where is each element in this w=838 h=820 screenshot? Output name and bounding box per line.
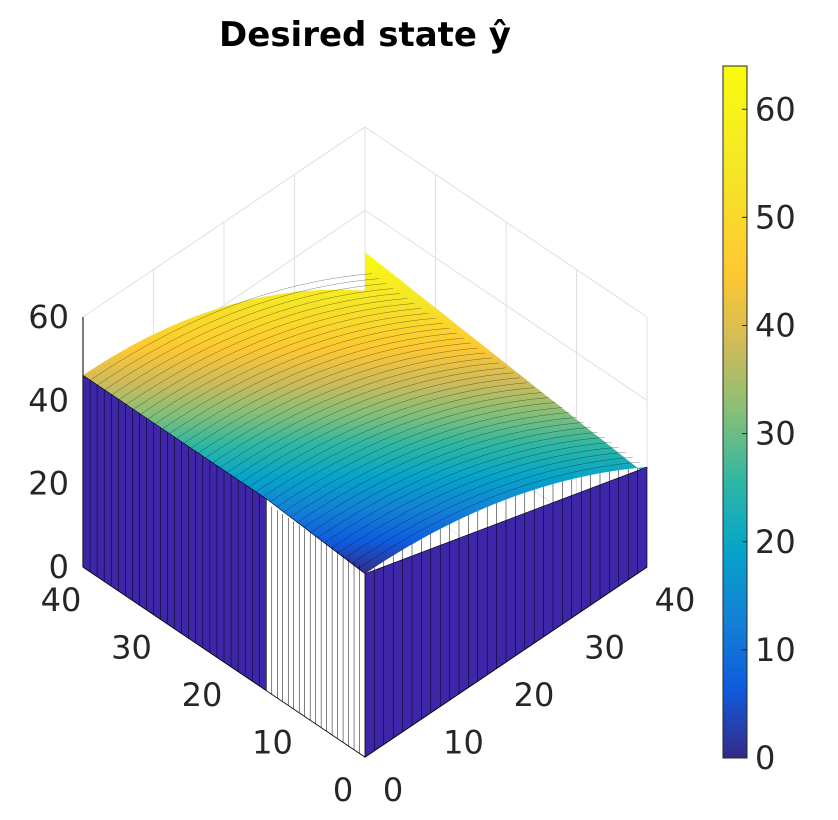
z-tick-label: 40 — [28, 381, 69, 419]
mesh-line — [287, 412, 570, 520]
mesh-line — [238, 377, 521, 485]
z-tick-label: 20 — [28, 465, 69, 503]
mesh-line — [308, 427, 591, 535]
mesh-line — [294, 417, 577, 525]
colorbar-tick-label: 0 — [755, 739, 775, 777]
mesh-line — [301, 422, 584, 530]
mesh-line — [202, 352, 485, 460]
y-tick-label: 30 — [111, 629, 152, 667]
surface-top — [83, 252, 647, 574]
y-tick-label: 0 — [333, 771, 353, 809]
x-tick-label: 20 — [514, 676, 555, 714]
mesh-line — [195, 347, 478, 455]
y-tick-label: 40 — [41, 581, 82, 619]
mesh-line — [322, 437, 605, 545]
mesh-line — [125, 298, 408, 406]
x-tick-label: 10 — [443, 724, 484, 762]
mesh-line — [252, 387, 535, 495]
colorbar-tick-label: 30 — [755, 415, 796, 453]
mesh-line — [259, 392, 542, 500]
mesh-line — [132, 303, 415, 411]
mesh-line — [329, 442, 612, 550]
colorbar-tick-label: 10 — [755, 631, 796, 669]
mesh-line — [343, 451, 626, 559]
mesh-line — [90, 273, 373, 381]
mesh-line — [188, 342, 471, 450]
mesh-line — [111, 288, 394, 396]
grid-line-z — [82, 126, 648, 318]
mesh-line — [245, 382, 528, 490]
z-tick-label: 60 — [28, 298, 69, 336]
mesh-line — [223, 367, 507, 475]
mesh-line — [139, 308, 422, 416]
chart-title: Desired state ŷ — [219, 15, 511, 55]
mesh-line — [357, 461, 641, 569]
mesh-line — [231, 372, 514, 480]
mesh-line — [146, 313, 429, 421]
surface — [82, 252, 648, 758]
colorbar-ramp — [722, 65, 748, 759]
colorbar-tick-label: 20 — [755, 523, 796, 561]
mesh-line — [167, 328, 450, 435]
colorbar-tick-label: 50 — [755, 198, 796, 236]
z-tick-label: 0 — [49, 548, 69, 586]
mesh-line — [118, 293, 401, 401]
y-tick-label: 10 — [252, 724, 293, 762]
colorbar: 0 10 20 30 40 50 60 — [722, 65, 796, 777]
mesh-line — [266, 397, 549, 505]
mesh-line — [153, 318, 436, 426]
mesh-line — [273, 402, 556, 510]
mesh-line — [97, 278, 380, 386]
colorbar-tick-label: 60 — [755, 90, 796, 128]
mesh-line — [181, 337, 464, 445]
mesh-line — [280, 407, 563, 515]
mesh-line — [336, 447, 619, 554]
x-tick-label: 40 — [655, 581, 696, 619]
mesh-line — [160, 323, 443, 431]
y-tick-label: 20 — [182, 676, 223, 714]
mesh-line — [315, 432, 598, 540]
mesh-line — [350, 456, 633, 564]
mesh-line — [174, 332, 457, 440]
x-tick-label: 0 — [383, 771, 403, 809]
colorbar-tick-label: 40 — [755, 307, 796, 345]
mesh-line — [104, 283, 387, 391]
mesh-line — [216, 362, 500, 470]
x-tick-label: 30 — [584, 629, 625, 667]
mesh-line — [209, 357, 492, 465]
